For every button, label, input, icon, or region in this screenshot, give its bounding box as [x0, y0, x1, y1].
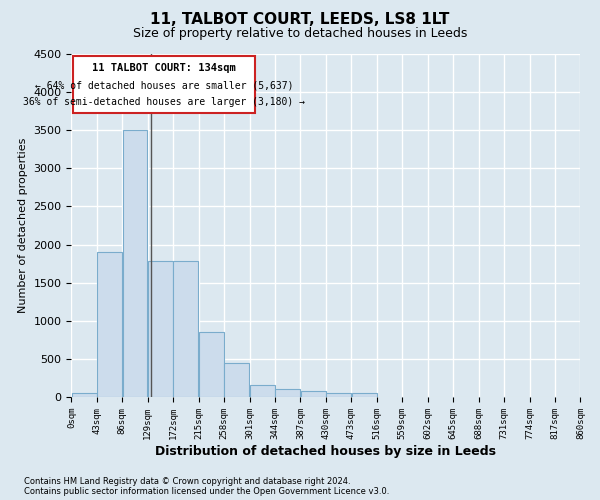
Text: 36% of semi-detached houses are larger (3,180) →: 36% of semi-detached houses are larger (… — [23, 96, 305, 106]
X-axis label: Distribution of detached houses by size in Leeds: Distribution of detached houses by size … — [155, 444, 496, 458]
Bar — [352, 393, 377, 397]
Text: 11, TALBOT COURT, LEEDS, LS8 1LT: 11, TALBOT COURT, LEEDS, LS8 1LT — [151, 12, 449, 28]
Bar — [173, 262, 199, 397]
FancyBboxPatch shape — [73, 56, 255, 114]
Bar — [275, 390, 300, 397]
Text: Contains public sector information licensed under the Open Government Licence v3: Contains public sector information licen… — [24, 487, 389, 496]
Text: Contains HM Land Registry data © Crown copyright and database right 2024.: Contains HM Land Registry data © Crown c… — [24, 477, 350, 486]
Bar — [250, 385, 275, 397]
Bar — [71, 393, 97, 397]
Bar — [326, 393, 351, 397]
Bar — [148, 262, 173, 397]
Bar — [97, 252, 122, 397]
Bar — [224, 362, 250, 397]
Text: Size of property relative to detached houses in Leeds: Size of property relative to detached ho… — [133, 28, 467, 40]
Bar — [301, 392, 326, 397]
Bar — [122, 130, 148, 397]
Y-axis label: Number of detached properties: Number of detached properties — [18, 138, 28, 313]
Bar — [199, 332, 224, 397]
Text: 11 TALBOT COURT: 134sqm: 11 TALBOT COURT: 134sqm — [92, 63, 236, 73]
Text: ← 64% of detached houses are smaller (5,637): ← 64% of detached houses are smaller (5,… — [35, 80, 293, 90]
